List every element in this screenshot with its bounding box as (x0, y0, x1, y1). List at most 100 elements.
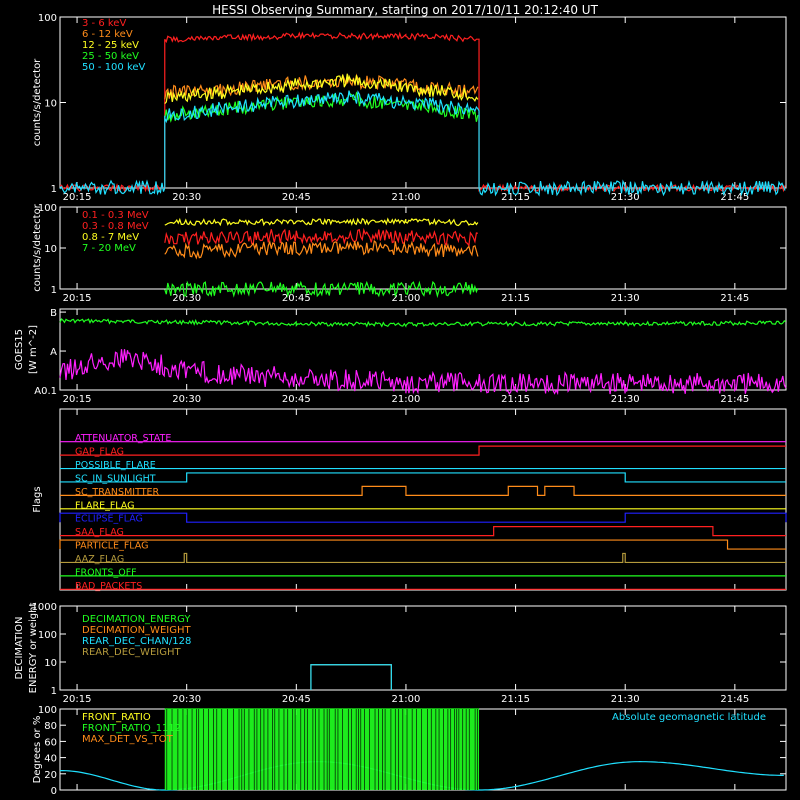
flag-label-4: SC_TRANSMITTER (75, 487, 160, 498)
panel-goes-ylabel: GOES15 (14, 329, 25, 370)
panel-decimation-legend-1: DECIMATION_WEIGHT (82, 625, 191, 636)
panel-decimation-ytick-label: 10 (44, 658, 57, 669)
panel-decimation-xtick-label: 21:45 (720, 694, 749, 705)
panel-highenergy-legend-0: 0.1 - 0.3 MeV (82, 210, 149, 221)
flag-label-5: FLARE_FLAG (75, 500, 135, 511)
panel-goes-xtick-label: 21:00 (392, 394, 421, 405)
panel-lowenergy-xtick-label: 20:15 (63, 192, 92, 203)
panel-lowenergy-legend-4: 50 - 100 keV (82, 62, 146, 73)
panel-goes-ytick-label: A (50, 347, 57, 358)
panel-highenergy-series-2 (164, 239, 479, 260)
panel-decimation-ytick-label: 100 (38, 630, 57, 641)
panel-goes-series-1 (59, 349, 787, 396)
panel-decimation-frame (59, 605, 787, 691)
panel-goes-ylabel2: [W m^-2] (28, 325, 39, 374)
panel-highenergy-ytick-label: 10 (44, 244, 57, 255)
panel-goes-xtick-label: 21:45 (720, 394, 749, 405)
panel-ratio-legend-right: Absolute geomagnetic latitude (612, 712, 766, 723)
panel-lowenergy-xtick-label: 21:15 (501, 192, 530, 203)
panel-decimation-xtick-label: 21:30 (611, 694, 640, 705)
flag-line-3 (60, 472, 786, 483)
panel-highenergy-xtick-label: 20:30 (172, 293, 201, 304)
panel-lowenergy-ytick-label: 100 (38, 13, 57, 24)
panel-highenergy-xtick-label: 21:30 (611, 293, 640, 304)
flag-label-2: POSSIBLE_FLARE (75, 460, 156, 471)
flag-line-8 (59, 539, 786, 550)
panel-ratio-ytick-label: 0 (51, 786, 57, 797)
panel-highenergy-xtick-label: 20:45 (282, 293, 311, 304)
flag-label-1: GAP_FLAG (75, 447, 124, 458)
panel-ratio-ylabel: Degrees or % (32, 716, 43, 784)
flag-line-7 (60, 526, 786, 537)
panel-lowenergy-legend-1: 6 - 12 keV (82, 29, 133, 40)
panel-decimation-ylabel: DECIMATION (14, 616, 25, 679)
panel-decimation-legend-0: DECIMATION_ENERGY (82, 614, 191, 625)
panel-goes-xtick-label: 21:15 (501, 394, 530, 405)
panel-ratio-legend-2: MAX_DET_VS_TOT (82, 734, 174, 745)
panel-flags-ylabel: Flags (32, 486, 43, 512)
flag-label-6: ECLIPSE_FLAG (75, 514, 143, 525)
panel-lowenergy-xtick-label: 21:00 (392, 192, 421, 203)
panel-decimation-legend-3: REAR_DEC_WEIGHT (82, 647, 181, 658)
flag-label-3: SC_IN_SUNLIGHT (75, 473, 156, 484)
panel-lowenergy-xtick-label: 20:45 (282, 192, 311, 203)
panel-ratio-ytick-label: 60 (44, 737, 57, 748)
panel-highenergy-ytick-label: 1 (51, 285, 57, 296)
chart-title: HESSI Observing Summary, starting on 201… (212, 3, 598, 17)
flag-label-9: AAZ_FLAG (75, 554, 124, 565)
panel-decimation-xtick-label: 20:45 (282, 694, 311, 705)
flag-line-6 (59, 512, 787, 523)
panel-decimation-xtick-label: 20:15 (63, 694, 92, 705)
panel-lowenergy-series-2 (164, 73, 479, 105)
panel-highenergy-series-0 (164, 217, 479, 227)
panel-decimation-series-2 (310, 664, 392, 690)
panel-highenergy-xtick-label: 21:00 (392, 293, 421, 304)
panel-lowenergy-ytick-label: 1 (51, 184, 57, 195)
panel-goes-ytick-label: A0.1 (34, 386, 57, 397)
panel-highenergy-xtick-label: 21:45 (720, 293, 749, 304)
flag-label-0: ATTENUATOR_STATE (75, 433, 171, 444)
panel-lowenergy-ylabel: counts/s/detector (32, 58, 43, 146)
panel-goes-xtick-label: 21:30 (611, 394, 640, 405)
panel-highenergy-xtick-label: 21:15 (501, 293, 530, 304)
panel-highenergy-xtick-label: 20:15 (63, 293, 92, 304)
panel-goes-series-0 (59, 318, 786, 328)
panel-goes-ytick-label: B (50, 308, 57, 319)
panel-goes-xtick-label: 20:30 (172, 394, 201, 405)
panel-ratio-ytick-label: 40 (44, 754, 57, 765)
panel-lowenergy-series-3 (164, 91, 479, 123)
panel-lowenergy-xtick-label: 21:30 (611, 192, 640, 203)
panel-ratio-ytick-label: 100 (38, 705, 57, 716)
panel-decimation-legend-2: REAR_DEC_CHAN/128 (82, 636, 191, 647)
flag-label-10: FRONTS_OFF (75, 567, 137, 578)
panel-ratio-legend-0: FRONT_RATIO (82, 712, 151, 723)
panel-highenergy-legend-1: 0.3 - 0.8 MeV (82, 221, 149, 232)
panel-ratio-ytick-label: 20 (44, 770, 57, 781)
panel-highenergy-ylabel: counts/s/detector (32, 203, 43, 291)
panel-lowenergy-xtick-label: 20:30 (172, 192, 201, 203)
panel-decimation-ytick-label: 1 (51, 686, 57, 697)
panel-decimation-xtick-label: 21:15 (501, 694, 530, 705)
panel-decimation-ytick-label: 1000 (32, 602, 57, 613)
panel-highenergy-series-3 (164, 280, 479, 299)
panel-ratio-legend-1: FRONT_RATIO_1112 (82, 723, 181, 734)
panel-flags-frame (59, 408, 787, 591)
flag-line-4 (60, 485, 786, 496)
panel-goes-frame (59, 308, 787, 391)
panel-lowenergy-legend-3: 25 - 50 keV (82, 51, 139, 62)
flag-label-8: PARTICLE_FLAG (75, 541, 148, 552)
panel-lowenergy-series-0 (59, 31, 786, 193)
flag-label-11: BAD_PACKETS (75, 581, 142, 592)
front-ratio-1112-fill (164, 709, 480, 790)
panel-highenergy-series-1 (164, 227, 479, 248)
panel-highenergy-legend-3: 7 - 20 MeV (82, 243, 136, 254)
panel-lowenergy-legend-0: 3 - 6 keV (82, 18, 126, 29)
panel-lowenergy-legend-2: 12 - 25 keV (82, 40, 139, 51)
panel-decimation-xtick-label: 21:00 (392, 694, 421, 705)
panel-lowenergy-xtick-label: 21:45 (720, 192, 749, 203)
panel-goes-xtick-label: 20:45 (282, 394, 311, 405)
panel-decimation-xtick-label: 20:30 (172, 694, 201, 705)
flag-line-9 (60, 552, 786, 564)
panel-lowenergy-series-4 (59, 90, 786, 197)
